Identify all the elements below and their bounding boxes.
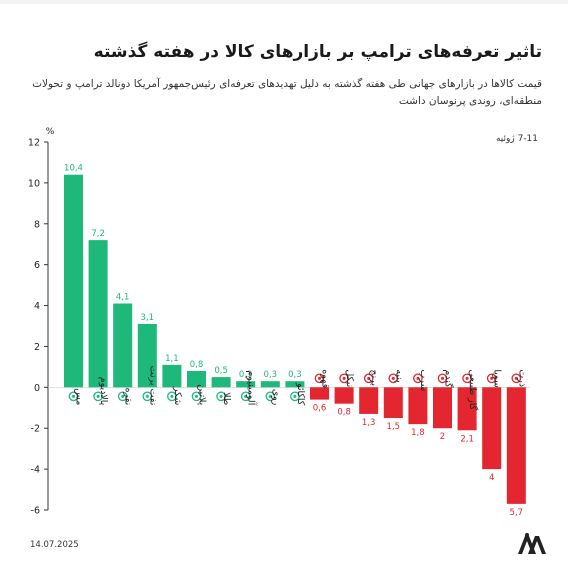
data-label: 1,3 (362, 418, 376, 428)
bar (64, 174, 83, 388)
nickel-icon (339, 373, 349, 384)
bar (137, 323, 157, 388)
bar (260, 381, 280, 388)
aa-logo (518, 533, 546, 554)
chart-title: تاثیر تعرفه‌های ترامپ بر بازارهای کالا د… (93, 42, 542, 62)
data-label: 0,6 (313, 404, 327, 414)
data-label: 0,3 (264, 370, 278, 380)
bar (433, 387, 452, 429)
category-label: پنبه (393, 369, 404, 383)
bar (236, 381, 256, 388)
y-tick-label: 2 (34, 342, 40, 353)
data-label: 0,5 (214, 366, 228, 376)
bar (457, 387, 477, 431)
category-label: طلا (221, 392, 232, 405)
bar (408, 387, 428, 425)
y-tick-label: 10 (28, 178, 40, 189)
data-label: 10,4 (64, 164, 83, 174)
data-label: 0,3 (288, 370, 302, 380)
soybean-icon (486, 373, 497, 384)
bar (88, 240, 108, 388)
data-label: 0,8 (190, 360, 204, 370)
data-label: 1,1 (165, 354, 179, 364)
category-label: روی (270, 389, 281, 406)
data-label: 2,1 (460, 434, 474, 444)
data-label: 0,8 (337, 408, 351, 418)
bar (211, 377, 231, 388)
natural-gas-icon (462, 373, 472, 384)
category-label: ذرت (516, 369, 527, 387)
category-label: گندم (443, 369, 455, 388)
data-label: 5,7 (510, 508, 524, 518)
bar (383, 387, 403, 418)
data-label: 3,1 (141, 313, 155, 323)
bar (334, 387, 354, 404)
data-label: 1,5 (387, 422, 401, 432)
zinc-icon (265, 391, 276, 402)
y-tick-label: -4 (31, 465, 40, 476)
bar (187, 370, 206, 388)
data-label: 7,2 (91, 229, 105, 239)
y-tick-label: 0 (34, 383, 40, 394)
cocoa-icon (290, 391, 300, 402)
category-label: گاز طبیعی (467, 369, 479, 410)
category-label: مس (74, 388, 85, 405)
rice-icon (363, 373, 374, 384)
data-label: 0,3 (239, 370, 253, 380)
category-label: کاکائو (295, 382, 306, 406)
category-label: قهوه (320, 369, 331, 388)
wheat-icon (437, 373, 448, 384)
coffee-icon (314, 373, 325, 384)
publish-date: 14.07.2025 (30, 540, 79, 550)
category-label: پالادیوم (98, 377, 109, 406)
bar (310, 387, 329, 400)
bar (482, 387, 502, 470)
y-unit-label: % (46, 127, 55, 137)
sugar-icon (167, 391, 177, 402)
data-label: 1,8 (411, 428, 425, 438)
category-label: آلومینیوم (246, 370, 259, 405)
y-tick-label: 4 (34, 301, 40, 312)
copper-icon (68, 391, 79, 402)
gold-icon (216, 391, 226, 402)
data-label: 2 (440, 432, 445, 442)
category-label: سرب (418, 369, 429, 391)
category-label: برنج (369, 369, 380, 386)
bar (113, 303, 133, 388)
corn-icon (511, 373, 522, 384)
category-label: نقره (123, 388, 134, 406)
y-tick-label: -2 (31, 424, 40, 435)
category-label: شکر (172, 386, 183, 405)
data-label: 4,1 (116, 293, 130, 303)
palladium-icon (93, 391, 103, 402)
cotton-icon (388, 373, 399, 384)
bar (162, 364, 182, 388)
top-accent-bar (0, 0, 568, 4)
category-label: پلاتین (197, 384, 208, 405)
lead-icon (413, 373, 423, 384)
data-label: 4 (489, 473, 494, 483)
silver-icon (117, 391, 128, 402)
category-label: نفت برنت (147, 366, 158, 406)
category-label: نیکل (344, 369, 355, 387)
platinum-icon (191, 391, 202, 402)
aluminum-icon (240, 391, 251, 402)
date-range-label: 7-11 ژوئیه (495, 134, 538, 144)
category-label: سویا (492, 369, 503, 387)
y-tick-label: 12 (28, 138, 40, 149)
y-tick-label: 8 (34, 219, 40, 230)
y-tick-label: -6 (31, 506, 40, 517)
bar (285, 381, 305, 388)
bar (359, 387, 379, 414)
chart-subtitle: قیمت کالاها در بازارهای جهانی طی هفته گذ… (32, 78, 542, 107)
bar (506, 387, 526, 504)
brent-oil-icon (142, 391, 153, 402)
y-tick-label: 6 (34, 260, 40, 271)
